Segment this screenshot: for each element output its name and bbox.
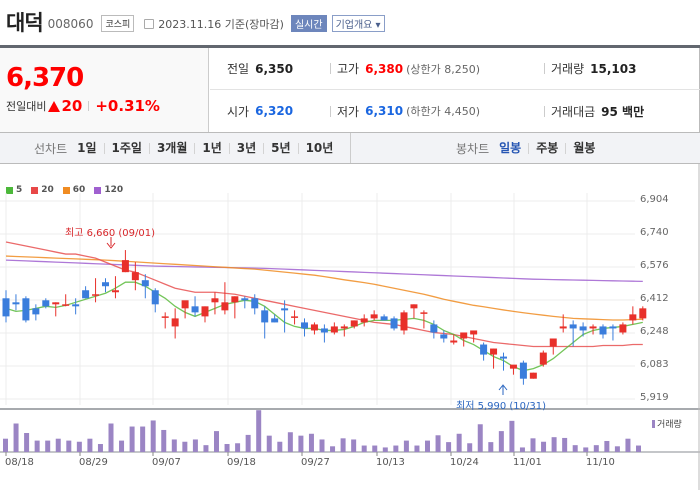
- legend-ma120: 120: [94, 185, 123, 195]
- x-tick: 09/18: [227, 457, 256, 468]
- company-info-dropdown[interactable]: 기업개요 ▾: [331, 14, 385, 32]
- day-low: 저가 6,310 (하한가 4,450): [337, 104, 480, 119]
- y-tick: 6,248: [640, 326, 669, 337]
- current-price-box: 6,370 전일대비 20 +0.31%: [0, 48, 209, 132]
- stats-row-1: 전일 6,350 고가 6,380 (상한가 8,250) 거래량 15,103: [210, 48, 700, 90]
- current-price: 6,370: [6, 63, 84, 93]
- tab-1w[interactable]: 1주일: [103, 142, 149, 154]
- day-high: 고가 6,380 (상한가 8,250): [337, 61, 480, 77]
- quote-date: 2023.11.16 기준(장마감): [158, 17, 284, 31]
- legend-ma5: 5: [6, 185, 22, 195]
- tab-daily[interactable]: 일봉: [499, 140, 522, 155]
- x-tick: 08/29: [79, 457, 108, 468]
- tab-monthly[interactable]: 월봉: [565, 142, 602, 154]
- tab-weekly[interactable]: 주봉: [528, 142, 565, 154]
- x-tick: 09/27: [301, 457, 330, 468]
- high-annotation: 최고 6,660 (09/01): [65, 228, 156, 239]
- y-tick: 6,904: [640, 194, 669, 205]
- tab-3y[interactable]: 3년: [228, 142, 263, 154]
- candle-chart-tabs: 봉차트 일봉 주봉 월봉: [456, 133, 602, 163]
- stats-row-2: 시가 6,320 저가 6,310 (하한가 4,450) 거래대금 95 백만: [210, 90, 700, 132]
- y-tick: 6,412: [640, 293, 669, 304]
- x-tick: 09/07: [152, 457, 181, 468]
- tab-5y[interactable]: 5년: [263, 142, 297, 154]
- trade-amount: 거래대금 95 백만: [551, 104, 645, 119]
- calendar-clock-icon: [144, 18, 155, 29]
- realtime-button[interactable]: 실시간: [290, 14, 327, 32]
- divider: [88, 101, 90, 111]
- header-divider: [0, 45, 700, 48]
- change-value: 20: [61, 97, 83, 115]
- tab-1y[interactable]: 1년: [194, 142, 228, 154]
- stock-name: 대덕: [6, 11, 44, 35]
- change-label: 전일대비: [6, 100, 47, 113]
- chart-period-tabs: 선차트 1일 1주일 3개월 1년 3년 5년 10년 봉차트 일봉 주봉 월봉: [0, 132, 700, 164]
- tab-3m[interactable]: 3개월: [148, 142, 194, 154]
- low-annotation: 최저 5,990 (10/31): [456, 401, 547, 412]
- volume: 거래량 15,103: [551, 61, 637, 77]
- tab-10y[interactable]: 10년: [297, 142, 341, 154]
- price-change: 전일대비 20 +0.31%: [6, 97, 160, 115]
- ma-legend: 5 20 60 120: [6, 185, 132, 195]
- x-tick: 11/01: [513, 457, 542, 468]
- prev-close: 전일 6,350: [227, 61, 294, 77]
- volume-legend: 거래량: [652, 417, 682, 430]
- y-tick: 5,919: [640, 392, 669, 403]
- market-badge: 코스피: [101, 14, 135, 32]
- y-tick: 6,740: [640, 227, 669, 238]
- y-tick: 6,083: [640, 359, 669, 370]
- x-tick: 10/24: [450, 457, 479, 468]
- change-percent: +0.31%: [95, 97, 160, 115]
- stock-code: 008060: [47, 17, 94, 31]
- up-triangle-icon: [48, 100, 61, 112]
- x-tick: 08/18: [5, 457, 34, 468]
- x-tick: 11/10: [586, 457, 615, 468]
- legend-ma20: 20: [31, 185, 54, 195]
- open-price: 시가 6,320: [227, 104, 294, 119]
- stock-header: 대덕 008060 코스피 2023.11.16 기준(장마감) 실시간 기업개…: [0, 0, 700, 44]
- x-tick: 10/13: [376, 457, 405, 468]
- tab-1d[interactable]: 1일: [77, 140, 97, 155]
- price-stats: 전일 6,350 고가 6,380 (상한가 8,250) 거래량 15,103…: [210, 48, 700, 132]
- y-tick: 6,576: [640, 260, 669, 271]
- legend-ma60: 60: [62, 185, 85, 195]
- line-chart-tabs: 선차트 1일 1주일 3개월 1년 3년 5년 10년: [34, 133, 340, 163]
